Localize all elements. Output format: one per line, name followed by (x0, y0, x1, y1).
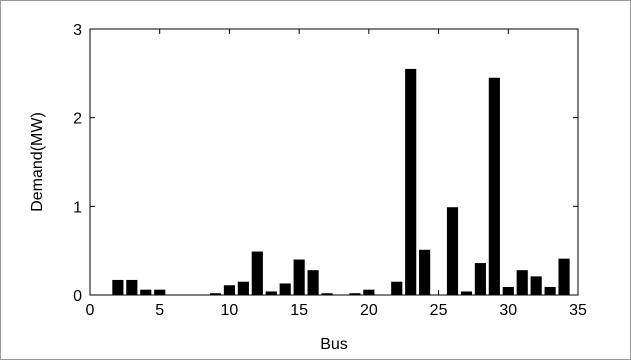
y-tick-label: 1 (73, 199, 82, 216)
bar-bus-3 (126, 279, 138, 295)
bar-bus-15 (293, 259, 305, 295)
bar-bus-28 (474, 263, 486, 295)
bar-bus-13 (265, 291, 277, 295)
bar-bus-32 (530, 276, 542, 295)
bar-bus-2 (112, 279, 124, 295)
bar-bus-24 (419, 249, 431, 295)
plot-area (89, 28, 579, 296)
x-tick-label: 30 (499, 302, 517, 319)
x-axis-ticks: 0 5 10 15 20 25 30 35 (86, 29, 587, 319)
y-tick-label: 3 (73, 22, 82, 39)
bar-bus-17 (321, 293, 333, 295)
bar-bus-33 (544, 287, 556, 295)
bar-bus-16 (307, 270, 319, 295)
bar-bus-23 (405, 68, 417, 296)
bar-bus-9 (209, 293, 222, 295)
y-axis-label: Demand(MW) (29, 112, 46, 212)
y-tick-label: 0 (73, 288, 82, 305)
x-tick-label: 5 (155, 302, 164, 319)
bar-bus-11 (237, 281, 249, 295)
bar-bus-22 (391, 281, 403, 295)
bar-bus-19 (349, 293, 361, 295)
x-tick-label: 0 (86, 302, 95, 319)
bar-bus-14 (279, 283, 291, 295)
x-tick-label: 15 (290, 302, 308, 319)
bar-bus-4 (140, 289, 152, 295)
bar-bus-34 (558, 258, 570, 295)
bar-bus-12 (251, 251, 263, 295)
x-tick-label: 20 (360, 302, 378, 319)
bar-bus-31 (516, 270, 528, 295)
bar-bus-27 (460, 291, 473, 295)
bar-bus-29 (488, 77, 500, 296)
x-tick-label: 25 (430, 302, 448, 319)
x-tick-label: 35 (569, 302, 587, 319)
x-axis-label: Bus (320, 336, 348, 353)
x-tick-label: 10 (221, 302, 239, 319)
bars-group (112, 68, 570, 296)
y-axis-ticks: 0 1 2 3 (73, 22, 578, 305)
y-tick-label: 2 (73, 111, 82, 128)
bar-bus-26 (446, 207, 459, 295)
